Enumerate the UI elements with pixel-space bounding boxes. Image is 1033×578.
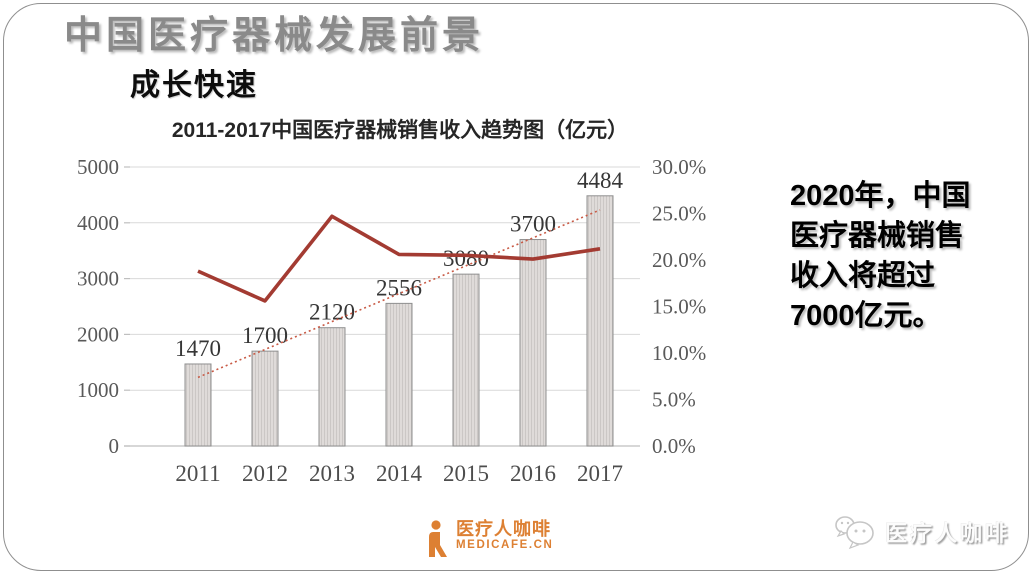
bar-value-label: 3700 xyxy=(510,212,556,237)
bar-series xyxy=(184,195,614,447)
revenue-bar xyxy=(184,363,212,447)
x-axis-labels: 2011 2012 2013 2014 2015 2016 2017 xyxy=(175,461,623,486)
callout-text: 2020年，中国 医疗器械销售 收入将超过 7000亿元。 xyxy=(790,176,971,336)
right-axis-tick-label: 0.0% xyxy=(652,434,696,458)
growth-rate-line xyxy=(197,214,601,303)
callout-line-3: 收入将超过 xyxy=(790,260,936,292)
logo-text: 医疗人咖啡 xyxy=(456,519,551,539)
callout-line-2: 医疗器械销售 xyxy=(790,220,965,252)
x-axis-category-label: 2011 xyxy=(175,461,220,486)
x-axis-category-label: 2013 xyxy=(309,461,355,486)
left-axis-tick-label: 1000 xyxy=(77,378,119,402)
slide-subtitle: 成长快速 xyxy=(130,69,258,102)
left-axis-tick-label: 0 xyxy=(109,434,120,458)
revenue-bar xyxy=(251,350,279,447)
right-axis-tick-label: 20.0% xyxy=(652,248,706,272)
bar-value-label: 3080 xyxy=(443,246,489,271)
left-axis-tick-label: 2000 xyxy=(77,322,119,346)
x-axis-category-label: 2017 xyxy=(577,461,623,486)
x-axis-category-label: 2016 xyxy=(510,461,556,486)
wechat-icon xyxy=(835,516,874,550)
logo-subtext: MEDICAFE.CN xyxy=(456,539,554,551)
revenue-bar xyxy=(452,273,480,447)
right-axis-tick-label: 10.0% xyxy=(652,341,706,365)
wechat-text: 医疗人咖啡 xyxy=(885,521,1011,546)
x-axis-category-label: 2014 xyxy=(376,461,423,486)
revenue-bar xyxy=(519,239,547,447)
left-axis-labels: 5000 4000 3000 2000 1000 0 xyxy=(77,155,119,458)
bar-value-label: 1470 xyxy=(175,336,221,361)
x-axis-category-label: 2012 xyxy=(242,461,288,486)
left-axis-tick-label: 3000 xyxy=(77,267,119,291)
revenue-bar xyxy=(385,302,413,447)
revenue-bar xyxy=(318,327,346,447)
right-axis-tick-label: 25.0% xyxy=(652,202,706,226)
person-icon xyxy=(429,520,447,557)
revenue-bar xyxy=(586,195,614,447)
bar-value-label: 2556 xyxy=(376,275,422,300)
x-axis-category-label: 2015 xyxy=(443,461,489,486)
chart-title: 2011-2017中国医疗器械销售收入趋势图（亿元） xyxy=(171,119,629,142)
right-axis-tick-label: 15.0% xyxy=(652,295,706,319)
slide-title: 中国医疗器械发展前景 xyxy=(64,15,485,57)
bar-data-labels: 1470 1700 2120 2556 3080 3700 4484 xyxy=(175,168,624,361)
callout-line-4: 7000亿元。 xyxy=(790,300,942,332)
left-axis-tick-label: 4000 xyxy=(77,211,119,235)
right-axis-tick-label: 5.0% xyxy=(652,388,696,412)
callout-line-1: 2020年，中国 xyxy=(790,180,971,212)
bar-value-label: 4484 xyxy=(577,168,624,193)
bar-value-label: 1700 xyxy=(242,323,288,348)
medicafe-logo: 医疗人咖啡 MEDICAFE.CN xyxy=(427,519,553,561)
left-axis-tick-label: 5000 xyxy=(77,155,119,179)
right-axis-labels: 30.0% 25.0% 20.0% 15.0% 10.0% 5.0% 0.0% xyxy=(652,155,706,458)
revenue-trend-chart: 5000 4000 3000 2000 1000 0 30.0% 25.0% 20.0% 15.0… xyxy=(77,155,706,486)
bar-value-label: 2120 xyxy=(309,300,355,325)
wechat-badge: 医疗人咖啡 xyxy=(833,512,1010,552)
right-axis-tick-label: 30.0% xyxy=(652,155,706,179)
